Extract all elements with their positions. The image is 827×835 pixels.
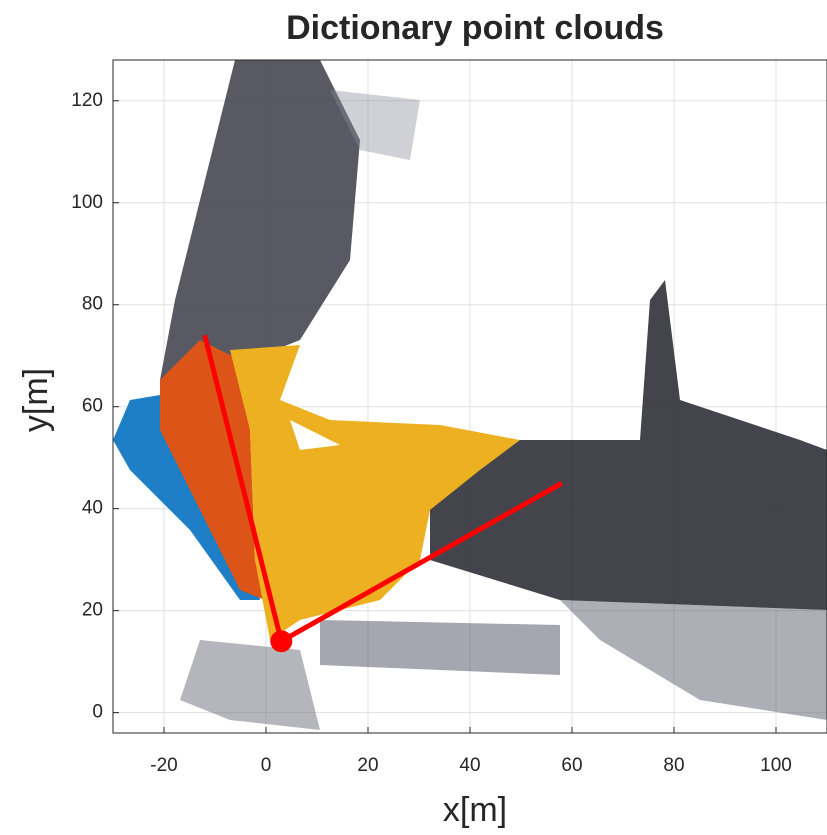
y-axis-label: y[m] — [17, 368, 55, 432]
x-tick-label: 80 — [663, 755, 684, 776]
route-origin — [270, 630, 292, 652]
y-tick-label: 40 — [82, 498, 103, 519]
x-tick-label: 0 — [261, 755, 272, 776]
x-tick-label: -20 — [150, 755, 177, 776]
x-tick-label: 20 — [357, 755, 378, 776]
y-tick-label: 20 — [82, 600, 103, 621]
y-tick-label: 0 — [92, 702, 103, 723]
y-tick-label: 120 — [71, 90, 103, 111]
x-tick-label: 100 — [760, 755, 792, 776]
y-tick-label: 80 — [82, 294, 103, 315]
y-tick-label: 60 — [82, 396, 103, 417]
y-tick-label: 100 — [71, 192, 103, 213]
chart: Dictionary point clouds x[m] y[m] -20 0 20… — [0, 0, 827, 835]
x-tick-label: 60 — [561, 755, 582, 776]
x-tick-label: 40 — [459, 755, 480, 776]
x-axis-label: x[m] — [443, 791, 507, 829]
chart-title: Dictionary point clouds — [286, 9, 664, 47]
